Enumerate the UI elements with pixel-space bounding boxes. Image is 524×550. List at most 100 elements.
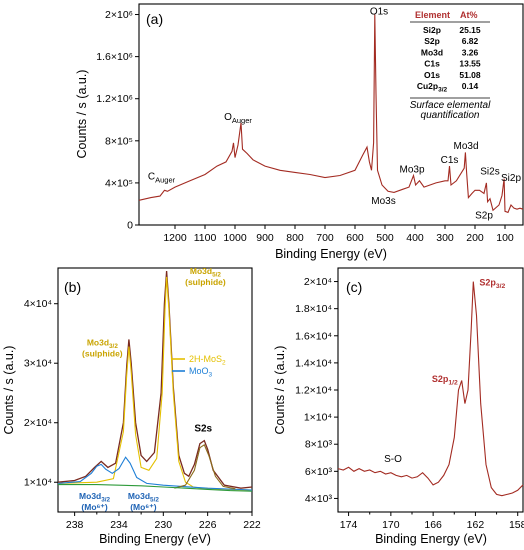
panel-c: 174 170 166 162 158 4×10³ 6×10³ 8×10³ 1×10⁴ 1.2×1…: [273, 267, 524, 546]
x-tick-label: 174: [340, 519, 358, 531]
x-tick-label: 158: [509, 519, 524, 531]
panel-b-series: [57, 270, 253, 492]
y-tick-label: 4×10³: [305, 493, 333, 505]
y-tick-label: 1×10⁴: [304, 412, 332, 424]
x-tick-label: 1200: [163, 232, 187, 244]
peak-label: S2p: [475, 211, 493, 222]
panel-c-s2p-spectrum: [337, 281, 524, 497]
quantification-table: Element At% Si2p 25.15 S2p 6.82 Mo3d 3.26 C1s 1…: [410, 10, 491, 121]
y-tick-label: 2×10⁶: [105, 9, 133, 21]
peak-label: Mo3d5/2: [128, 491, 160, 504]
peak-label: S2s: [194, 424, 212, 435]
peak-label-line2: (sulphide): [82, 348, 123, 358]
y-tick-label: 1.2×10⁶: [96, 93, 133, 105]
peak-label: OAuger: [224, 112, 252, 125]
panel-c-annotations: S-O S2p1/2 S2p3/2: [384, 278, 505, 465]
x-tick-label: 222: [243, 519, 261, 531]
table-caption-line-1: Surface elemental: [410, 100, 491, 111]
y-tick-label: 4×10⁵: [105, 177, 133, 189]
peak-label: Mo3d5/2: [190, 266, 222, 279]
table-cell-at: 3.26: [462, 47, 479, 57]
legend-label: MoO3: [189, 366, 213, 379]
peak-label: Si2s: [480, 166, 499, 177]
table-cell-at: 25.15: [459, 25, 481, 35]
peak-label-line2: (sulphide): [185, 277, 226, 287]
peak-label: Mo3d3/2: [87, 337, 119, 350]
table-rows: Si2p 25.15 S2p 6.82 Mo3d 3.26 C1s 13.55 O1s 51.08…: [417, 25, 481, 94]
series-moo3: [57, 456, 253, 491]
table-cell-element: Mo3d: [421, 47, 443, 57]
panel-a-ticks: 1200 1100 1000 900 800 700 600 500 400 300 200 1000…: [96, 9, 514, 244]
series-2h-mos2: [57, 276, 253, 491]
panel-a-plot-frame: [138, 3, 524, 226]
panel-c-label: (c): [346, 279, 362, 295]
peak-label: S2p3/2: [479, 278, 505, 291]
panel-b-annotations: Mo3d3/2(sulphide)Mo3d5/2(sulphide)S2sMo3…: [79, 266, 226, 512]
x-tick-label: 200: [466, 232, 484, 244]
table-caption-line-2: quantification: [421, 110, 480, 121]
peak-label: Si2p: [501, 173, 521, 184]
x-tick-label: 100: [496, 232, 514, 244]
y-tick-label: 4×10⁴: [24, 298, 52, 310]
panel-a-ylabel: Counts / s (a.u.): [75, 70, 89, 159]
peak-label: Mo3d3/2: [79, 491, 111, 504]
y-tick-label: 2×10⁴: [304, 276, 332, 288]
panel-c-ylabel: Counts / s (a.u.): [273, 346, 287, 435]
x-tick-label: 700: [316, 232, 334, 244]
y-tick-label: 1.2×10⁴: [295, 385, 332, 397]
panel-c-plot-frame: [337, 267, 524, 513]
y-tick-label: 1.6×10⁶: [96, 51, 133, 63]
peak-label: Mo3p: [399, 164, 424, 175]
panel-b-label: (b): [64, 279, 81, 295]
x-tick-label: 234: [110, 519, 128, 531]
peak-label-line2: (Mo⁶⁺): [130, 502, 157, 512]
table-cell-element: Cu2p3/2: [417, 81, 448, 94]
x-tick-label: 500: [376, 232, 394, 244]
x-tick-label: 600: [346, 232, 364, 244]
panel-a: 1200 1100 1000 900 800 700 600 500 400 300 200 1000…: [75, 3, 524, 261]
y-tick-label: 1.8×10⁴: [295, 303, 332, 315]
panel-a-survey-spectrum: [138, 14, 524, 214]
table-cell-at: 51.08: [459, 70, 481, 80]
x-tick-label: 226: [199, 519, 217, 531]
panel-a-annotations: CAugerOAugerO1sMo3pMo3sC1sMo3dSi2sS2pSi2…: [148, 7, 522, 222]
panel-b-plot-frame: [57, 267, 253, 513]
panel-a-xlabel: Binding Energy (eV): [275, 247, 387, 261]
x-tick-label: 170: [382, 519, 400, 531]
table-header-element: Element: [415, 10, 450, 20]
x-tick-label: 238: [66, 519, 84, 531]
panel-c-ticks: 174 170 166 162 158 4×10³ 6×10³ 8×10³ 1×10⁴ 1.2×1…: [295, 276, 524, 531]
panel-b-ylabel: Counts / s (a.u.): [2, 346, 16, 435]
table-cell-at: 6.82: [462, 36, 479, 46]
table-cell-element: O1s: [424, 70, 440, 80]
y-tick-label: 8×10³: [305, 439, 333, 451]
table-header-at: At%: [460, 10, 478, 20]
y-tick-label: 1.6×10⁴: [295, 330, 332, 342]
y-tick-label: 1.4×10⁴: [295, 357, 332, 369]
peak-label-line2: (Mo⁶⁺): [81, 502, 108, 512]
y-tick-label: 2×10⁴: [24, 417, 52, 429]
table-cell-element: Si2p: [423, 25, 441, 35]
series-background: [58, 484, 253, 492]
peak-label: S-O: [384, 454, 402, 465]
peak-label: C1s: [441, 155, 459, 166]
x-tick-label: 166: [424, 519, 442, 531]
peak-label: Mo3s: [371, 196, 395, 207]
peak-label: CAuger: [148, 172, 176, 185]
series-s2s: [174, 443, 236, 490]
y-tick-label: 3×10⁴: [24, 358, 52, 370]
y-tick-label: 6×10³: [305, 466, 333, 478]
x-tick-label: 230: [155, 519, 173, 531]
table-cell-at: 0.14: [462, 81, 479, 91]
panel-c-xlabel: Binding Energy (eV): [375, 532, 487, 546]
panel-a-label: (a): [146, 11, 163, 27]
series-envelope: [57, 270, 253, 489]
peak-label: S2p1/2: [432, 374, 458, 387]
table-cell-element: S2p: [424, 36, 440, 46]
x-tick-label: 900: [256, 232, 274, 244]
x-tick-label: 1000: [223, 232, 247, 244]
x-tick-label: 300: [436, 232, 454, 244]
